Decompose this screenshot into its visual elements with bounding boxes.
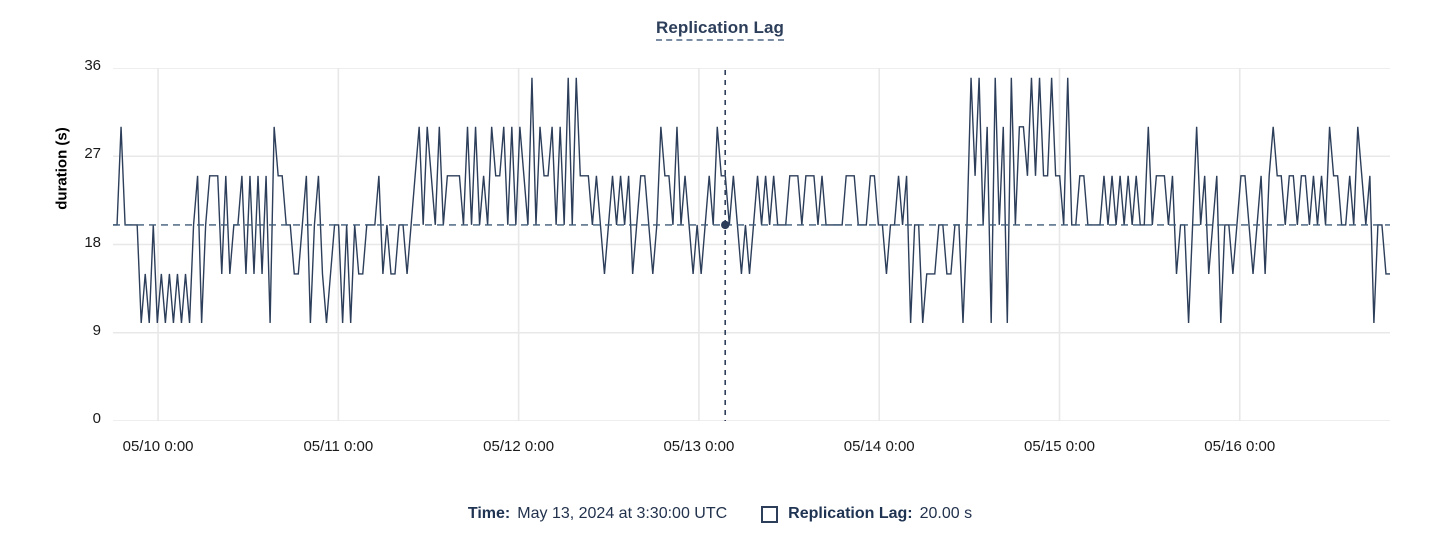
vertical-gridlines: [157, 68, 1241, 421]
chart-svg[interactable]: [113, 68, 1390, 421]
x-tick-label: 05/15 0:00: [1024, 438, 1095, 455]
footer-time: Time: May 13, 2024 at 3:30:00 UTC: [468, 505, 727, 523]
footer-time-label: Time:: [467, 505, 511, 522]
series-line-replication-lag: [113, 77, 1390, 323]
chart-footer: Time: May 13, 2024 at 3:30:00 UTC Replic…: [0, 505, 1440, 523]
x-tick-label: 05/10 0:00: [122, 438, 194, 455]
x-tick-label: 05/12 0:00: [483, 438, 555, 455]
page-title: Replication Lag: [0, 18, 1440, 41]
footer-series-label: Replication Lag:: [788, 505, 913, 522]
y-tick-label: 18: [84, 233, 101, 251]
y-tick-label: 36: [84, 57, 101, 74]
footer-time-value: May 13, 2024 at 3:30:00 UTC: [517, 505, 728, 522]
y-tick-label: 27: [84, 145, 101, 163]
highlight-point-marker[interactable]: [721, 220, 730, 230]
footer-series[interactable]: Replication Lag: 20.00 s: [761, 505, 972, 523]
x-tick-label: 05/14 0:00: [843, 438, 915, 455]
y-axis-label: duration (s): [53, 127, 71, 210]
chart-title-text: Replication Lag: [655, 18, 785, 41]
legend-swatch-icon: [761, 505, 779, 523]
plot-area[interactable]: [113, 68, 1390, 421]
x-tick-label: 05/16 0:00: [1204, 438, 1276, 455]
y-tick-label: 0: [92, 410, 101, 427]
y-tick-label: 9: [92, 321, 101, 339]
footer-series-value: 20.00 s: [919, 505, 973, 522]
x-tick-label: 05/13 0:00: [663, 438, 735, 455]
x-tick-label: 05/11 0:00: [303, 438, 374, 455]
